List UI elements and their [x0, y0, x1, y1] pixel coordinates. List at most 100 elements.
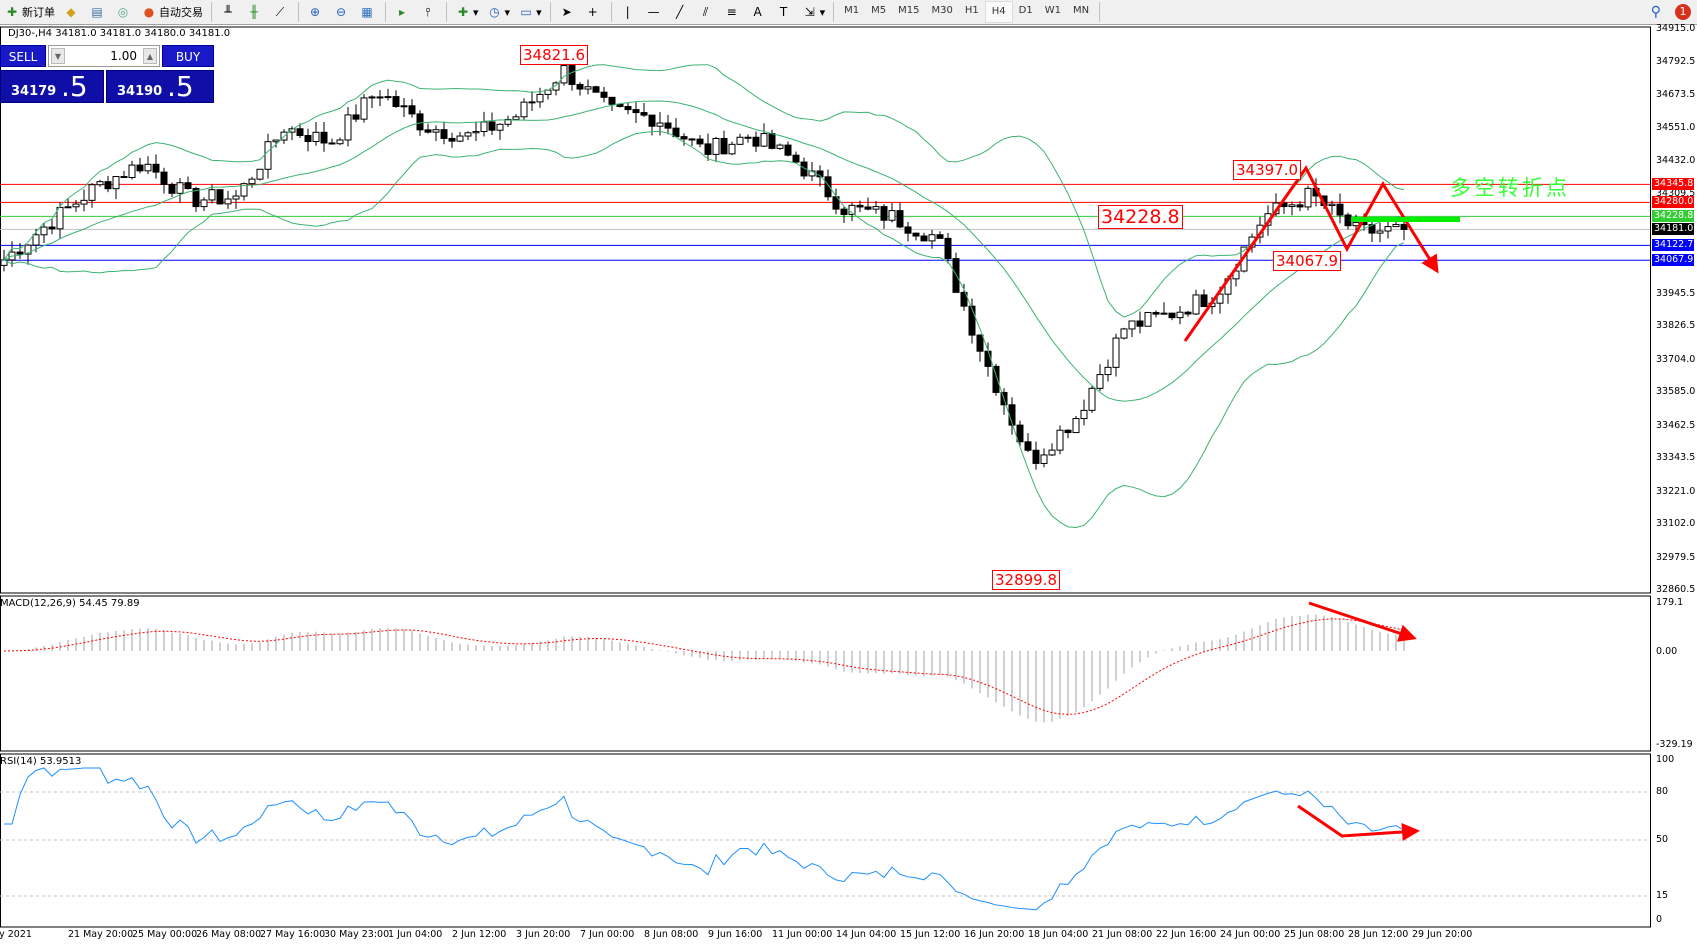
candle-body — [600, 91, 608, 98]
candle-body — [920, 235, 928, 242]
auto-scroll-button[interactable]: ▸ — [390, 1, 416, 23]
price-axis-label: 33221.0 — [1656, 485, 1696, 497]
candle-body — [352, 114, 360, 120]
candle-body — [536, 93, 544, 103]
vertical-line-button[interactable]: | — [616, 1, 642, 23]
auto-trading-button[interactable]: ● 自动交易 — [137, 1, 207, 23]
timeframe-m5[interactable]: M5 — [871, 5, 887, 16]
lot-increase-button[interactable]: ▲ — [143, 48, 157, 64]
price-line-tag: 34345.8 — [1652, 178, 1694, 191]
cursor-button[interactable]: ➤ — [555, 1, 581, 23]
timeframe-w1[interactable]: W1 — [1044, 5, 1061, 16]
candlestick-button[interactable]: ╫ — [242, 1, 268, 23]
timeframe-h1[interactable]: H1 — [964, 5, 979, 16]
zoom-in-button[interactable]: ⊕ — [303, 1, 329, 23]
macd-label: MACD(12,26,9) 54.45 79.89 — [0, 598, 140, 609]
candle-body — [1376, 230, 1384, 234]
candle-body — [184, 182, 192, 190]
price-axis-label: 34915.0 — [1656, 23, 1696, 34]
candle-body — [968, 305, 976, 336]
line-chart-button[interactable]: ⟋ — [268, 1, 294, 23]
notification-badge[interactable]: 1 — [1675, 4, 1691, 20]
separator — [549, 2, 551, 22]
text-button[interactable]: A — [746, 1, 772, 23]
rsi-axis-label: 50 — [1656, 834, 1669, 845]
candle-body — [80, 199, 88, 205]
buy-price[interactable]: 34190 .5 — [106, 70, 214, 103]
periods-button[interactable]: ◷ ▾ — [483, 1, 515, 23]
candle-body — [1368, 224, 1376, 234]
timeframe-d1[interactable]: D1 — [1018, 5, 1033, 16]
candle-body — [304, 135, 312, 143]
candle-body — [1192, 294, 1200, 315]
candle-body — [144, 163, 152, 172]
candle-body — [728, 143, 736, 155]
date-axis-label: 22 Jun 16:00 — [1156, 929, 1217, 940]
bar-chart-button[interactable]: ╨ — [216, 1, 242, 23]
candle-body — [296, 128, 304, 137]
meta-editor-button[interactable]: ◆ — [59, 1, 85, 23]
candle-body — [552, 82, 560, 91]
candle-body — [264, 141, 272, 170]
candle-body — [208, 189, 216, 201]
candle-body — [104, 181, 112, 190]
text-label-button[interactable]: T — [772, 1, 798, 23]
sell-price[interactable]: 34179 .5 — [0, 70, 104, 103]
price-axis-label: 33343.5 — [1656, 452, 1696, 464]
sell-button[interactable]: SELL — [0, 45, 46, 67]
timeframe-mn[interactable]: MN — [1072, 5, 1090, 16]
timeframe-m15[interactable]: M15 — [898, 5, 920, 16]
indicators-button[interactable]: ✚ ▾ — [451, 1, 483, 23]
candle-body — [1080, 409, 1088, 420]
horizontal-line-button[interactable]: — — [642, 1, 668, 23]
date-axis-label: 1 Jun 04:00 — [388, 929, 443, 940]
candle-body — [248, 178, 256, 185]
buy-button[interactable]: BUY — [162, 45, 214, 67]
arrows-button[interactable]: ⇲ ▾ — [798, 1, 830, 23]
date-axis-label: 21 Jun 08:00 — [1092, 929, 1153, 940]
candle-body — [608, 96, 616, 105]
separator — [298, 2, 299, 22]
lot-size-input[interactable]: ▼ 1.00 ▲ — [48, 45, 160, 67]
price-axis-label: 34792.5 — [1656, 56, 1696, 68]
price-axis-label: 34673.5 — [1656, 88, 1696, 100]
templates-button[interactable]: ▭ ▾ — [514, 1, 546, 23]
chart-shift-button[interactable]: ⫯ — [416, 1, 442, 23]
lot-decrease-button[interactable]: ▼ — [51, 48, 65, 64]
key-level-marker — [1351, 217, 1460, 222]
channel-button[interactable]: ⫽ — [694, 1, 720, 23]
candle-body — [472, 131, 480, 134]
candle-body — [632, 109, 640, 114]
crosshair-button[interactable]: + — [581, 1, 607, 23]
candle-body — [192, 188, 200, 208]
candle-body — [528, 101, 536, 104]
candle-body — [288, 128, 296, 133]
timeframe-m30[interactable]: M30 — [931, 5, 953, 16]
candle-body — [1144, 311, 1152, 327]
signals-button[interactable]: ◎ — [111, 1, 137, 23]
candle-body — [312, 131, 320, 143]
search-icon[interactable]: ⚲ — [1650, 4, 1661, 20]
candle-body — [592, 86, 600, 93]
new-order-button[interactable]: ✚ 新订单 — [0, 1, 59, 23]
timeframe-h4[interactable]: H4 — [984, 1, 1013, 23]
channel-icon: ⫽ — [702, 5, 709, 19]
timeframe-m1[interactable]: M1 — [844, 5, 860, 16]
candle-body — [480, 121, 488, 133]
candle-body — [664, 122, 672, 129]
text-icon: A — [753, 5, 762, 19]
candlestick-icon: ╫ — [250, 5, 258, 19]
zoom-out-button[interactable]: ⊖ — [329, 1, 355, 23]
tile-windows-button[interactable]: ▦ — [355, 1, 381, 23]
trendline-button[interactable]: ╱ — [668, 1, 694, 23]
candle-body — [712, 137, 720, 155]
candle-body — [448, 137, 456, 142]
strategy-tester-button[interactable]: ▤ — [85, 1, 111, 23]
candle-body — [584, 86, 592, 90]
date-axis-label: 15 Jun 12:00 — [900, 929, 961, 940]
candle-body — [1288, 204, 1296, 208]
indicators-icon: ✚ — [457, 5, 469, 19]
separator — [610, 2, 612, 22]
fibonacci-button[interactable]: ≡ — [720, 1, 746, 23]
